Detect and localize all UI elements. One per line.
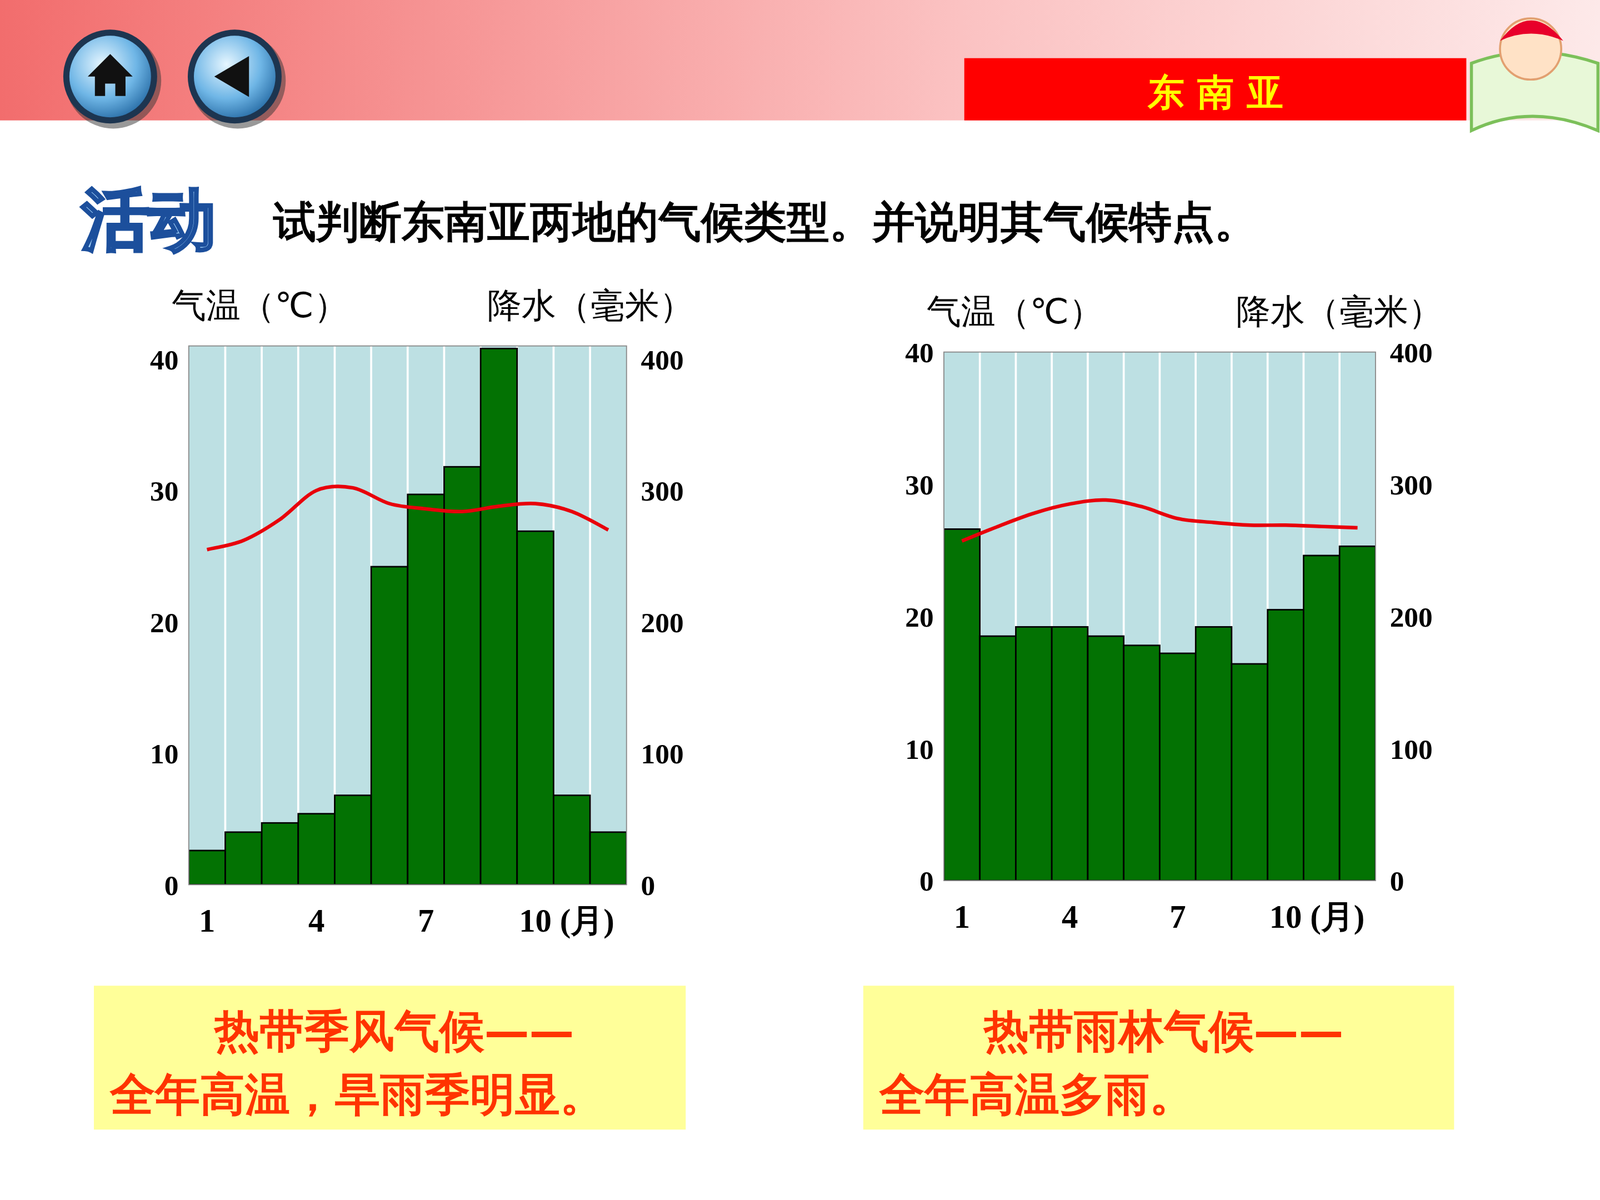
- x-axis-title: (月): [1310, 898, 1365, 935]
- bar: [1159, 653, 1196, 881]
- bar: [371, 566, 408, 885]
- y2-tick-label: 200: [640, 606, 684, 639]
- bar: [1267, 609, 1304, 881]
- y2-tick-label: 400: [1390, 336, 1433, 369]
- x-tick-label: 1: [953, 898, 970, 935]
- caption-text: 全年高温，旱雨季明显。: [109, 1068, 605, 1121]
- home-icon: [87, 53, 133, 96]
- plot-frame: [188, 346, 627, 885]
- bar: [334, 795, 372, 885]
- plot-frame: [943, 352, 1376, 881]
- bar: [943, 528, 980, 881]
- y2-tick-label: 200: [1390, 601, 1433, 633]
- x-tick-label: 10: [518, 902, 552, 939]
- x-tick-label: 4: [308, 902, 325, 939]
- bar: [298, 813, 335, 885]
- section-title: 东 南 亚: [1147, 71, 1284, 114]
- y-tick-label: 0: [164, 869, 179, 902]
- bar: [225, 832, 262, 885]
- bar: [980, 636, 1017, 881]
- bar: [1195, 626, 1232, 881]
- y2-tick-label: 100: [640, 737, 684, 770]
- bar: [1231, 663, 1268, 881]
- y2-tick-label: 0: [1390, 865, 1405, 897]
- header-bar: [0, 0, 1600, 121]
- question: 试判断东南亚两地的气候类型。并说明其气候特点。: [272, 196, 1258, 247]
- y2-tick-label: 0: [640, 869, 655, 902]
- section-box: [964, 58, 1467, 121]
- hat-icon: [1500, 20, 1564, 42]
- y-tick-label: 40: [150, 343, 179, 376]
- y2-tick-label: 400: [640, 343, 684, 376]
- back-button[interactable]: [193, 35, 276, 118]
- y-axis-title: 气温（℃）: [926, 291, 1104, 332]
- temperature-line: [961, 500, 1358, 542]
- y-tick-label: 10: [905, 733, 934, 765]
- button-rim: [63, 29, 158, 124]
- x-tick-label: 7: [417, 902, 434, 939]
- y-tick-label: 20: [150, 606, 179, 639]
- y2-tick-label: 100: [1390, 733, 1433, 765]
- caption-text: 热带雨林气候——: [982, 1005, 1344, 1058]
- x-tick-label: 1: [198, 902, 215, 939]
- x-axis-title: (月): [560, 902, 615, 939]
- bar: [1303, 555, 1340, 881]
- bar: [407, 494, 445, 885]
- x-tick-label: 4: [1061, 898, 1078, 935]
- y2-tick-label: 300: [640, 475, 684, 507]
- plot-background: [188, 346, 627, 885]
- marks: [943, 500, 1376, 881]
- y2-axis-title: 降水（毫米）: [487, 285, 694, 326]
- y-tick-label: 0: [919, 865, 934, 897]
- marks: [188, 348, 627, 885]
- bar: [188, 850, 226, 885]
- bar: [1051, 626, 1088, 881]
- temperature-line: [207, 486, 609, 550]
- y-axis-title: 气温（℃）: [171, 285, 349, 326]
- slide: 东 南 亚活动试判断东南亚两地的气候类型。并说明其气候特点。0102030400…: [0, 0, 1600, 1200]
- caption-text: 全年高温多雨。: [878, 1068, 1195, 1121]
- grid-line: [224, 346, 227, 885]
- bar: [480, 348, 518, 885]
- bar: [517, 531, 554, 885]
- back-icon: [214, 56, 249, 97]
- bar: [1123, 645, 1160, 881]
- bar: [553, 795, 590, 885]
- bar: [1339, 546, 1376, 881]
- y-tick-label: 20: [905, 601, 934, 633]
- y2-tick-label: 300: [1390, 468, 1433, 501]
- activity-label: 活动: [80, 180, 217, 259]
- caption-box: [863, 985, 1454, 1130]
- bar: [261, 822, 299, 885]
- grid-line: [297, 346, 300, 885]
- caption-text: 热带季风气候——: [213, 1005, 575, 1058]
- chart-panel: 0102030400100200300400气温（℃）降水（毫米）14710(月…: [93, 285, 694, 1130]
- bar: [1015, 626, 1052, 881]
- caption-box: [93, 985, 686, 1130]
- bar: [443, 466, 481, 885]
- grid-line: [260, 346, 263, 885]
- y-tick-label: 40: [905, 336, 934, 369]
- x-tick-label: 10: [1269, 898, 1303, 935]
- y-tick-label: 30: [905, 468, 934, 501]
- chart-panel: 0102030400100200300400气温（℃）降水（毫米）14710(月…: [863, 291, 1454, 1130]
- y-tick-label: 30: [150, 475, 179, 507]
- y2-axis-title: 降水（毫米）: [1236, 291, 1443, 332]
- button-rim: [187, 29, 282, 124]
- home-button[interactable]: [69, 35, 152, 118]
- plot-background: [943, 352, 1376, 881]
- x-tick-label: 7: [1169, 898, 1186, 935]
- y-tick-label: 10: [150, 737, 179, 770]
- bar: [1087, 636, 1124, 881]
- bar: [590, 832, 627, 885]
